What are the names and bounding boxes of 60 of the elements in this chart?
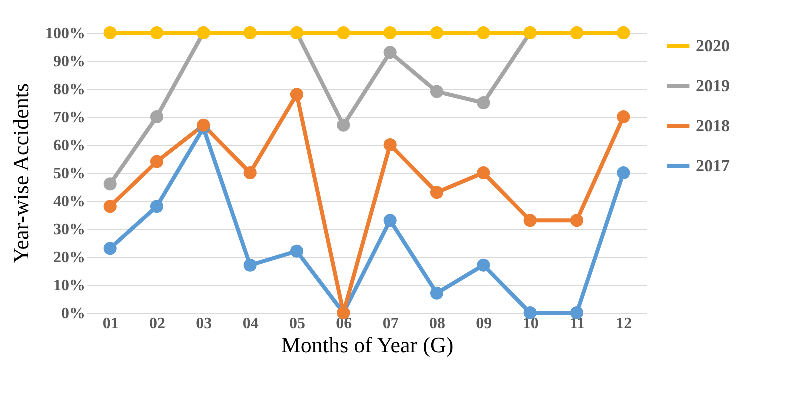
x-tick-label: 02 bbox=[150, 316, 166, 332]
point bbox=[617, 166, 630, 180]
y-tick-label: 90% bbox=[54, 54, 86, 70]
point bbox=[290, 244, 304, 258]
x-tick-label: 11 bbox=[570, 316, 586, 332]
point bbox=[477, 258, 490, 272]
point bbox=[150, 200, 164, 214]
x-tick-label: 04 bbox=[242, 316, 259, 332]
point bbox=[477, 96, 490, 110]
x-axis-title: Months of Year (G) bbox=[281, 332, 454, 358]
point bbox=[524, 214, 537, 228]
x-tick-label: 05 bbox=[290, 316, 306, 332]
point bbox=[337, 26, 350, 40]
y-tick-label: 60% bbox=[54, 138, 86, 154]
y-tick-label: 70% bbox=[54, 110, 86, 126]
point bbox=[104, 200, 117, 214]
point bbox=[290, 88, 304, 102]
point bbox=[150, 26, 164, 40]
x-tick-label: 10 bbox=[522, 316, 539, 332]
y-tick-label: 80% bbox=[54, 82, 86, 98]
point bbox=[150, 155, 164, 168]
point bbox=[430, 85, 444, 98]
point bbox=[104, 178, 117, 191]
point bbox=[384, 46, 397, 60]
point bbox=[104, 242, 117, 256]
point bbox=[477, 166, 490, 180]
point bbox=[384, 26, 397, 40]
point bbox=[104, 26, 117, 40]
point bbox=[197, 118, 210, 132]
point bbox=[384, 214, 397, 228]
point bbox=[244, 258, 257, 272]
x-tick-label: 07 bbox=[382, 316, 399, 332]
point bbox=[430, 26, 444, 40]
y-tick-label: 30% bbox=[54, 222, 86, 238]
point bbox=[430, 186, 444, 200]
legend-label: 2017 bbox=[696, 156, 730, 176]
y-tick-label: 100% bbox=[46, 26, 86, 42]
y-tick-label: 50% bbox=[54, 166, 86, 182]
point bbox=[477, 26, 490, 40]
y-tick-label: 0% bbox=[62, 306, 86, 322]
legend-label: 2018 bbox=[696, 116, 730, 136]
point bbox=[617, 110, 630, 124]
x-tick-label: 09 bbox=[476, 316, 492, 332]
point bbox=[430, 286, 444, 300]
y-tick-label: 40% bbox=[54, 194, 86, 210]
y-tick-label: 20% bbox=[54, 250, 86, 266]
y-tick-label: 10% bbox=[54, 278, 86, 294]
point bbox=[384, 138, 397, 152]
x-tick-label: 12 bbox=[616, 316, 632, 332]
legend-label: 2019 bbox=[696, 76, 730, 96]
point bbox=[244, 166, 257, 180]
y-axis-title: Year-wise Accidents bbox=[8, 83, 34, 264]
x-tick-label: 01 bbox=[102, 316, 119, 332]
point bbox=[337, 118, 350, 132]
point bbox=[150, 110, 164, 124]
legend-label: 2020 bbox=[696, 36, 730, 56]
x-tick-label: 06 bbox=[336, 316, 352, 332]
x-tick-label: 03 bbox=[196, 316, 212, 332]
point bbox=[570, 214, 584, 228]
x-tick-label: 08 bbox=[430, 316, 446, 332]
